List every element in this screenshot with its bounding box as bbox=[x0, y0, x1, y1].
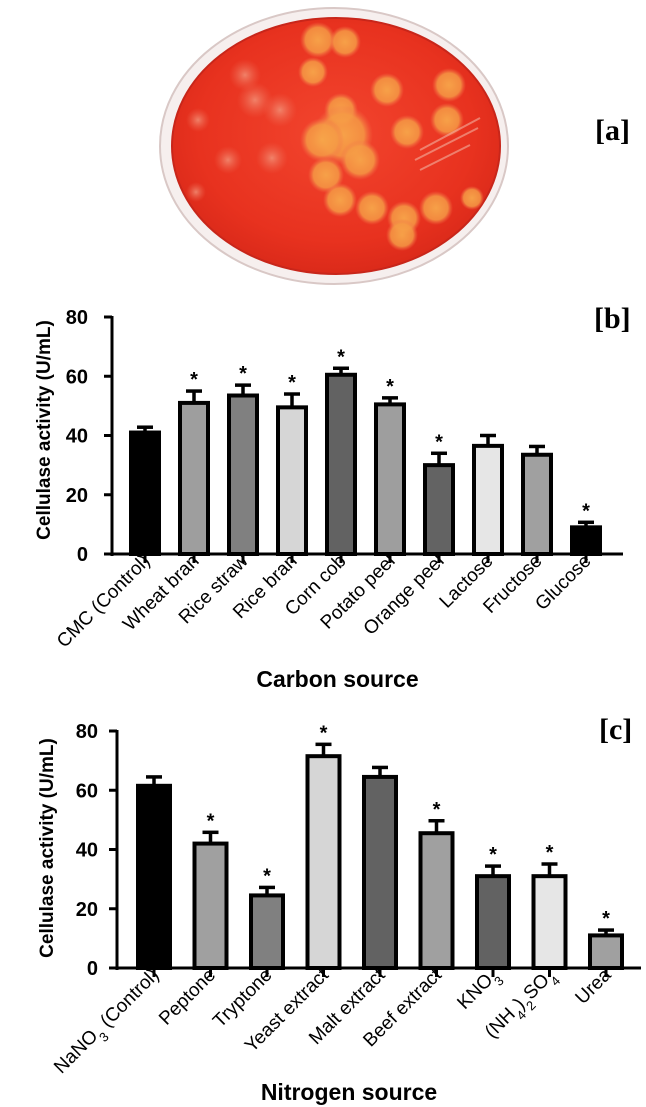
y-tick-label: 60 bbox=[66, 366, 88, 388]
bar bbox=[362, 765, 398, 970]
bar-rect bbox=[423, 463, 455, 556]
significance-asterisk: * bbox=[546, 842, 554, 864]
significance-asterisk: * bbox=[239, 363, 247, 385]
bar bbox=[136, 775, 172, 971]
panel-label-c: [c] bbox=[599, 713, 633, 746]
panel-label-a: [a] bbox=[595, 114, 630, 147]
bar bbox=[521, 444, 553, 557]
bar-rect bbox=[570, 525, 602, 556]
bar: * bbox=[305, 722, 342, 971]
significance-asterisk: * bbox=[386, 376, 394, 398]
y-tick-label: 20 bbox=[76, 899, 98, 921]
bar-rect bbox=[192, 841, 229, 970]
x-category-label: Peptone bbox=[155, 965, 220, 1030]
y-tick-label: 0 bbox=[77, 544, 88, 566]
bar: * bbox=[531, 842, 568, 971]
x-category-label: NaNO3 (Control) bbox=[50, 965, 167, 1082]
x-category-label: Urea bbox=[572, 964, 616, 1008]
bar: * bbox=[475, 844, 511, 971]
bar bbox=[472, 433, 504, 556]
x-axis-label: Carbon source bbox=[256, 666, 418, 692]
bar: * bbox=[374, 376, 406, 556]
bar: * bbox=[570, 500, 602, 556]
y-axis-label: Cellulase activity (U/mL) bbox=[37, 738, 58, 958]
significance-asterisk: * bbox=[263, 865, 271, 887]
bar: * bbox=[192, 810, 229, 970]
bar: * bbox=[325, 346, 357, 556]
y-tick-label: 60 bbox=[76, 780, 98, 802]
bar: * bbox=[178, 369, 210, 556]
bar-rect bbox=[418, 831, 455, 970]
bar-rect bbox=[325, 372, 357, 556]
y-tick-label: 40 bbox=[66, 426, 88, 448]
bar: * bbox=[418, 799, 455, 970]
y-tick-label: 0 bbox=[87, 958, 98, 980]
bar: * bbox=[588, 908, 624, 971]
y-tick-label: 20 bbox=[66, 485, 88, 507]
significance-asterisk: * bbox=[433, 799, 441, 821]
y-axis-label: Cellulase activity (U/mL) bbox=[34, 320, 55, 540]
significance-asterisk: * bbox=[337, 346, 345, 368]
bar-rect bbox=[475, 874, 511, 971]
y-tick-label: 40 bbox=[76, 840, 98, 862]
bar-rect bbox=[178, 400, 210, 556]
y-tick-label: 80 bbox=[76, 721, 98, 743]
bar-rect bbox=[531, 874, 568, 971]
bar-rect bbox=[521, 452, 553, 557]
bar-rect bbox=[588, 933, 624, 971]
bar-rect bbox=[227, 393, 259, 556]
significance-asterisk: * bbox=[190, 369, 198, 391]
bar: * bbox=[227, 363, 259, 556]
bar-rect bbox=[136, 783, 172, 971]
bar-rect bbox=[276, 405, 308, 556]
bar-rect bbox=[305, 754, 342, 971]
bar-rect bbox=[374, 402, 406, 556]
petri-dish-image bbox=[159, 7, 509, 285]
nitrogen-source-bar-chart: 0 20 40 60 80 Cellulase activity (U/mL) NaNO3 … bbox=[37, 721, 641, 1105]
bar bbox=[129, 425, 161, 557]
x-axis-label: Nitrogen source bbox=[261, 1079, 437, 1105]
bar-rect bbox=[472, 443, 504, 556]
significance-asterisk: * bbox=[320, 722, 328, 744]
bar-rect bbox=[362, 774, 398, 970]
panel-label-b: [b] bbox=[594, 302, 631, 335]
y-tick-label: 80 bbox=[66, 307, 88, 329]
significance-asterisk: * bbox=[602, 908, 610, 930]
significance-asterisk: * bbox=[288, 372, 296, 394]
significance-asterisk: * bbox=[489, 844, 497, 866]
significance-asterisk: * bbox=[207, 810, 215, 832]
bar-rect bbox=[129, 430, 161, 557]
significance-asterisk: * bbox=[582, 500, 590, 522]
bar: * bbox=[276, 372, 308, 556]
bar: * bbox=[249, 865, 285, 970]
bar: * bbox=[423, 431, 455, 556]
bar-rect bbox=[249, 893, 285, 970]
significance-asterisk: * bbox=[435, 431, 443, 453]
